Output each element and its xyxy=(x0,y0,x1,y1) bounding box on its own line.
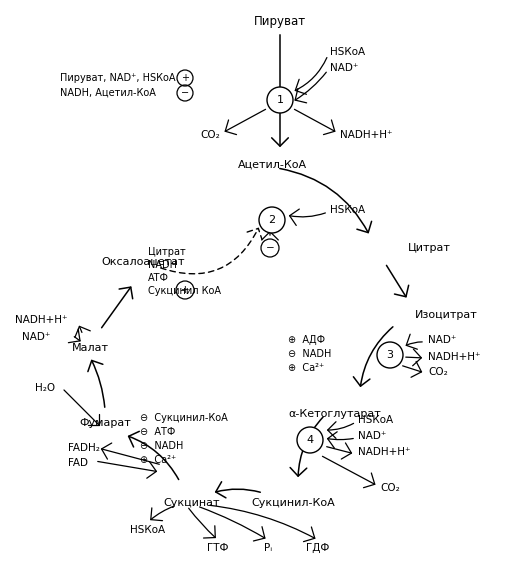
Circle shape xyxy=(259,207,285,233)
Text: CO₂: CO₂ xyxy=(380,483,400,493)
Text: ⊖  АТФ: ⊖ АТФ xyxy=(140,427,176,437)
Text: NADH+H⁺: NADH+H⁺ xyxy=(15,315,68,325)
Text: ⊕  АДФ: ⊕ АДФ xyxy=(288,335,325,345)
Text: NADH, Ацетил-КоА: NADH, Ацетил-КоА xyxy=(60,88,156,98)
Text: 2: 2 xyxy=(268,215,276,225)
Text: Pᵢ: Pᵢ xyxy=(264,543,272,553)
Text: Цитрат: Цитрат xyxy=(408,243,451,253)
Text: HSКоА: HSКоА xyxy=(330,205,365,215)
Text: Пируват, NAD⁺, HSКоА: Пируват, NAD⁺, HSКоА xyxy=(60,73,176,83)
Text: Цитрат: Цитрат xyxy=(148,247,185,257)
Text: FAD: FAD xyxy=(68,458,88,468)
Text: NAD⁺: NAD⁺ xyxy=(358,431,386,441)
Text: NAD⁺: NAD⁺ xyxy=(330,63,358,73)
Text: CO₂: CO₂ xyxy=(428,367,447,377)
Text: −: − xyxy=(181,88,189,98)
Text: Малат: Малат xyxy=(71,343,108,353)
Text: Оксалоацетат: Оксалоацетат xyxy=(101,257,185,267)
Text: HSКоА: HSКоА xyxy=(130,525,166,535)
Text: ⊖  NADH: ⊖ NADH xyxy=(140,441,183,451)
Text: FADH₂: FADH₂ xyxy=(68,443,100,453)
Circle shape xyxy=(267,87,293,113)
Text: NADH+H⁺: NADH+H⁺ xyxy=(358,447,410,457)
Text: Сукцинил КоА: Сукцинил КоА xyxy=(148,286,221,296)
Text: H₂O: H₂O xyxy=(35,383,55,393)
Text: NADH+H⁺: NADH+H⁺ xyxy=(428,352,481,362)
Text: ⊕  Ca²⁺: ⊕ Ca²⁺ xyxy=(288,363,324,373)
Text: Изоцитрат: Изоцитрат xyxy=(415,310,478,320)
Text: ⊕  Ca²⁺: ⊕ Ca²⁺ xyxy=(140,455,176,465)
Text: 1: 1 xyxy=(277,95,283,105)
Text: АТФ: АТФ xyxy=(148,273,169,283)
Text: ⊖  Сукцинил-КоА: ⊖ Сукцинил-КоА xyxy=(140,413,228,423)
Text: Пируват: Пируват xyxy=(254,16,306,29)
Text: ⊖  NADH: ⊖ NADH xyxy=(288,349,331,359)
Text: HSКоА: HSКоА xyxy=(330,47,365,57)
Text: +: + xyxy=(181,285,189,295)
Text: Сукцинат: Сукцинат xyxy=(163,498,220,508)
Text: Ацетил-КоА: Ацетил-КоА xyxy=(237,160,307,170)
Text: −: − xyxy=(266,243,275,253)
Text: +: + xyxy=(181,73,189,83)
Text: NADH+H⁺: NADH+H⁺ xyxy=(340,130,392,140)
Text: Фумарат: Фумарат xyxy=(79,418,131,428)
Text: HSКоА: HSКоА xyxy=(358,415,393,425)
Text: α-Кетоглутарат: α-Кетоглутарат xyxy=(289,409,381,419)
Text: 3: 3 xyxy=(387,350,394,360)
Text: NAD⁺: NAD⁺ xyxy=(22,332,50,342)
Text: 4: 4 xyxy=(307,435,313,445)
Text: ГДФ: ГДФ xyxy=(307,543,330,553)
Circle shape xyxy=(377,342,403,368)
Text: NADH: NADH xyxy=(148,260,177,270)
Text: Сукцинил-КоА: Сукцинил-КоА xyxy=(251,498,335,508)
Text: CO₂: CO₂ xyxy=(200,130,220,140)
Text: ГТФ: ГТФ xyxy=(208,543,229,553)
Circle shape xyxy=(297,427,323,453)
Text: NAD⁺: NAD⁺ xyxy=(428,335,456,345)
